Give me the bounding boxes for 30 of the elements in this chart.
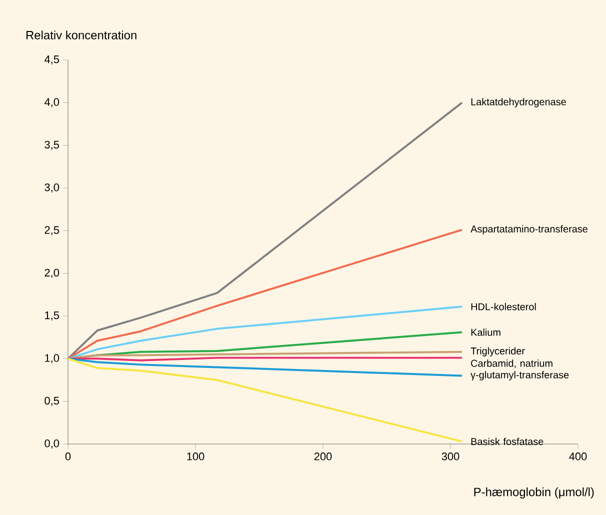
x-tick-label: 400 [569, 452, 587, 460]
line-series [67, 358, 463, 442]
y-tick-label: 0,0 [44, 439, 60, 449]
x-tick-label: 100 [187, 452, 204, 460]
series-label: Kalium [471, 328, 500, 336]
y-tick-label: 3,0 [44, 183, 60, 193]
y-tick-label: 3,5 [44, 140, 60, 150]
series-label: γ-glutamyl-transferase [470, 371, 569, 380]
line-series [67, 228, 463, 360]
line-series [67, 102, 463, 360]
series-label: Carbamid, natrium [471, 360, 552, 368]
y-tick-label: 2,5 [44, 226, 60, 236]
series-label: Laktatdehydrogenase [471, 98, 566, 108]
y-tick-label: 4,0 [44, 98, 60, 108]
y-axis-title: Relativ koncentration [26, 30, 136, 40]
line-series [67, 306, 463, 360]
y-tick-label: 1,5 [45, 312, 60, 320]
series-label: Triglycerider [470, 347, 525, 356]
y-tick-label: 0,5 [44, 396, 60, 406]
y-tick-label: 1,0 [45, 354, 60, 364]
y-tick-label: 2,0 [44, 268, 60, 278]
x-axis-title: P-hæmoglobin (μmol/l) [474, 487, 594, 499]
series-label: Basisk fosfatase [471, 438, 544, 446]
line-series [67, 358, 463, 377]
y-tick-label: 4,5 [44, 56, 60, 64]
series-label: Aspartatamino-transferase [470, 225, 588, 234]
x-tick-label: 0 [65, 452, 71, 460]
series-label: HDL-kolesterol [471, 302, 536, 310]
x-tick-label: 200 [314, 452, 332, 460]
x-tick-label: 300 [442, 452, 460, 460]
